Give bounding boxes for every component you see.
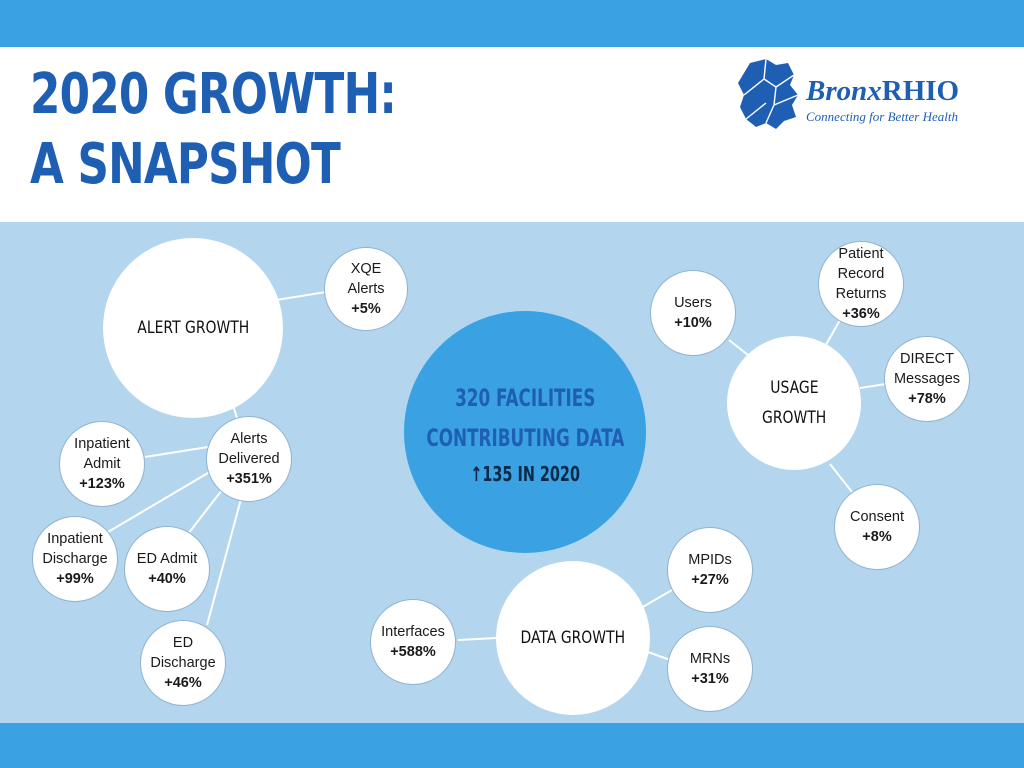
data-growth-label: DATA GROWTH bbox=[520, 628, 626, 648]
inpatient-admit-label-2: Admit bbox=[83, 456, 121, 472]
alert-growth-node: ALERT GROWTH bbox=[103, 238, 283, 418]
logo-name: BronxRHIO bbox=[806, 75, 959, 108]
mrns-node: MRNs +31% bbox=[667, 626, 753, 712]
direct-messages-node: DIRECT Messages +78% bbox=[884, 336, 970, 422]
inpatient-discharge-label-1: Inpatient bbox=[47, 531, 103, 547]
ed-admit-node: ED Admit +40% bbox=[124, 526, 210, 612]
usage-growth-label-2: GROWTH bbox=[761, 408, 827, 428]
bronxrhio-logo: BronxRHIO Connecting for Better Health bbox=[736, 55, 996, 135]
link-alert-xqe bbox=[269, 291, 327, 302]
ed-discharge-label-1: ED bbox=[172, 635, 194, 651]
interfaces-node: Interfaces +588% bbox=[370, 599, 456, 685]
users-node: Users +10% bbox=[650, 270, 736, 356]
users-value: +10% bbox=[674, 315, 712, 331]
link-usage-users bbox=[728, 339, 749, 356]
direct-value: +78% bbox=[908, 391, 946, 407]
logo-tagline: Connecting for Better Health bbox=[806, 109, 959, 124]
ed-discharge-label-2: Discharge bbox=[150, 655, 216, 671]
link-delivered-ed-admit bbox=[187, 489, 223, 535]
mrns-value: +31% bbox=[691, 671, 729, 687]
interfaces-label: Interfaces bbox=[381, 624, 445, 640]
interfaces-value: +588% bbox=[390, 644, 436, 660]
link-usage-direct bbox=[859, 383, 887, 389]
consent-label: Consent bbox=[849, 509, 904, 525]
mpids-value: +27% bbox=[691, 572, 729, 588]
xqe-alerts-node: XQE Alerts +5% bbox=[324, 247, 408, 331]
patient-record-label-3: Returns bbox=[835, 286, 887, 302]
xqe-label-2: Alerts bbox=[347, 281, 385, 297]
delivered-value: +351% bbox=[226, 471, 272, 487]
patient-record-label-2: Record bbox=[837, 266, 885, 282]
data-growth-node: DATA GROWTH bbox=[496, 561, 650, 715]
xqe-label-1: XQE bbox=[350, 261, 382, 277]
patient-record-returns-node: Patient Record Returns +36% bbox=[818, 241, 904, 327]
logo-name-bronx: Bronx bbox=[806, 75, 882, 107]
delivered-label-2: Delivered bbox=[218, 451, 280, 467]
link-usage-consent bbox=[829, 463, 853, 493]
hub-line-2: CONTRIBUTING DATA bbox=[426, 424, 624, 452]
hub-subtext-value: 135 IN 2020 bbox=[482, 462, 580, 486]
ed-admit-label: ED Admit bbox=[136, 551, 198, 567]
facilities-hub: 320 FACILITIES CONTRIBUTING DATA ↑135 IN… bbox=[404, 311, 646, 553]
hub-line-1: 320 FACILITIES bbox=[454, 384, 596, 412]
alerts-delivered-node: Alerts Delivered +351% bbox=[206, 416, 292, 502]
ed-discharge-node: ED Discharge +46% bbox=[140, 620, 226, 706]
bottom-banner bbox=[0, 723, 1024, 768]
alert-growth-label: ALERT GROWTH bbox=[137, 318, 249, 338]
patient-record-value: +36% bbox=[842, 306, 880, 322]
consent-node: Consent +8% bbox=[834, 484, 920, 570]
ed-admit-value: +40% bbox=[148, 571, 186, 587]
consent-value: +8% bbox=[862, 529, 892, 545]
mpids-label: MPIDs bbox=[688, 552, 732, 568]
link-data-mrns bbox=[647, 651, 671, 661]
inpatient-admit-node: Inpatient Admit +123% bbox=[59, 421, 145, 507]
usage-growth-node: USAGE GROWTH bbox=[727, 336, 861, 470]
mrns-label: MRNs bbox=[689, 651, 731, 667]
link-data-interfaces bbox=[457, 637, 498, 641]
link-delivered-ed-discharge bbox=[206, 498, 242, 626]
link-delivered-inpatient-discharge bbox=[107, 469, 214, 533]
inpatient-discharge-label-2: Discharge bbox=[42, 551, 108, 567]
inpatient-discharge-value: +99% bbox=[56, 571, 94, 587]
link-data-mpids bbox=[640, 589, 673, 609]
inpatient-admit-value: +123% bbox=[79, 476, 125, 492]
logo-name-rhio: RHIO bbox=[881, 75, 960, 107]
direct-label-1: DIRECT bbox=[900, 351, 954, 367]
mpids-node: MPIDs +27% bbox=[667, 527, 753, 613]
bronx-map-icon bbox=[738, 58, 799, 129]
title-line-1: 2020 GROWTH: bbox=[30, 62, 397, 127]
top-banner bbox=[0, 0, 1024, 47]
delivered-label-1: Alerts bbox=[230, 431, 268, 447]
usage-growth-label-1: USAGE bbox=[769, 378, 819, 398]
ed-discharge-value: +46% bbox=[164, 675, 202, 691]
direct-label-2: Messages bbox=[893, 371, 961, 387]
link-delivered-inpatient-admit bbox=[144, 446, 209, 458]
users-label: Users bbox=[674, 295, 712, 311]
arrow-up-icon: ↑ bbox=[470, 462, 483, 486]
xqe-value: +5% bbox=[351, 301, 381, 317]
patient-record-label-1: Patient bbox=[838, 246, 884, 262]
hub-subtext: ↑135 IN 2020 bbox=[470, 462, 580, 486]
inpatient-discharge-node: Inpatient Discharge +99% bbox=[32, 516, 118, 602]
title-line-2: A SNAPSHOT bbox=[30, 132, 341, 197]
page-title: 2020 GROWTH: A SNAPSHOT bbox=[30, 60, 397, 200]
inpatient-admit-label-1: Inpatient bbox=[74, 436, 130, 452]
